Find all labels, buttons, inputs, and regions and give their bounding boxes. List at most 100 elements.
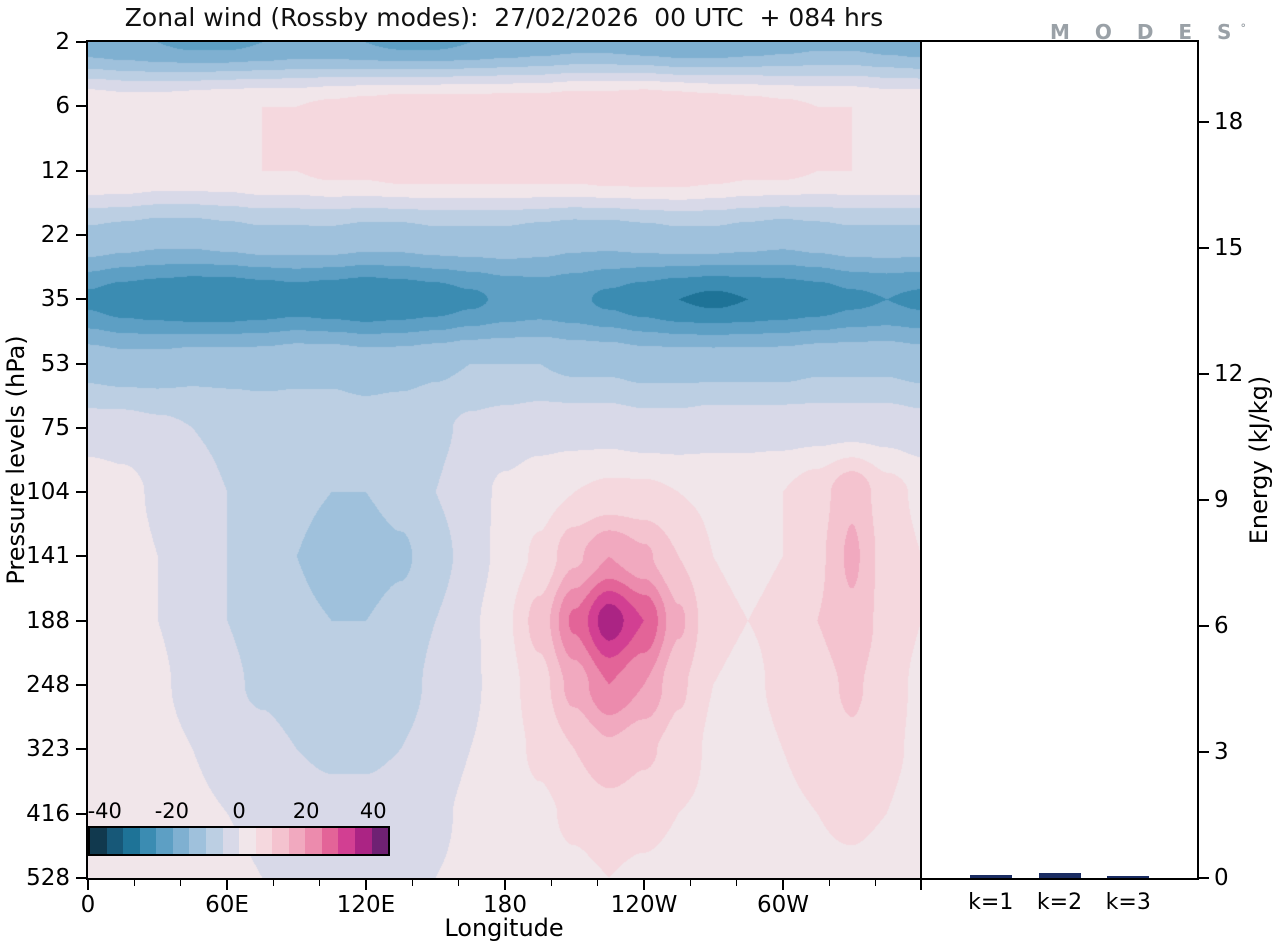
chart-title: Zonal wind (Rossby modes): 27/02/2026 00… [124, 3, 884, 32]
longitude-minor-tick [875, 880, 877, 886]
pressure-tick [76, 298, 86, 301]
longitude-tick [504, 880, 506, 890]
colorbar-segment [156, 828, 173, 854]
pressure-tick-label: 35 [40, 286, 70, 313]
energy-axis-title: Energy (kJ/kg) [1245, 375, 1273, 545]
longitude-tick [87, 880, 89, 890]
colorbar-tick-label: -40 [87, 799, 122, 823]
longitude-tick-label: 0 [80, 892, 96, 918]
modes-logo-text: M O D E S [1050, 20, 1241, 44]
longitude-tick-label: 60E [205, 892, 249, 918]
colorbar-segment [222, 828, 240, 854]
colorbar-segment [305, 828, 322, 854]
colorbar-segment [139, 828, 157, 854]
zonal-wind-contour-field [88, 42, 922, 878]
energy-tick-label: 9 [1214, 486, 1229, 513]
pressure-tick-label: 2 [55, 28, 70, 55]
modes-logo-degree-mark: ° [1240, 21, 1246, 35]
colorbar-segment [172, 828, 190, 854]
longitude-tick-label: 120W [610, 892, 678, 918]
pressure-tick [76, 169, 86, 172]
colorbar-tick-label: 0 [232, 799, 246, 823]
bar-category-label: k=1 [968, 890, 1014, 915]
energy-tick [1199, 624, 1209, 627]
longitude-minor-tick [180, 880, 182, 886]
energy-bar-panel-frame [920, 40, 1199, 880]
pressure-tick-label: 416 [26, 800, 70, 827]
colorbar-segment [355, 828, 372, 854]
modes-logo: M O D E S° [1050, 20, 1246, 44]
colorbar-segment [288, 828, 306, 854]
longitude-minor-tick [133, 880, 135, 886]
colorbar-segment [255, 828, 273, 854]
longitude-tick [782, 880, 784, 890]
colorbar-segment [205, 828, 223, 854]
energy-bar [969, 874, 1012, 878]
colorbar-tick-label: 40 [359, 799, 387, 823]
longitude-tick [365, 880, 367, 890]
pressure-tick-label: 188 [26, 607, 70, 634]
colorbar-segment [106, 828, 124, 854]
colorbar-segment [90, 828, 107, 854]
colorbar-swatches [88, 826, 390, 856]
longitude-minor-tick [689, 880, 691, 886]
pressure-tick [76, 877, 86, 879]
longitude-tick-label: 180 [483, 892, 527, 918]
colorbar-tick-label: -20 [154, 799, 190, 823]
colorbar-segment [371, 828, 389, 854]
energy-tick [1199, 246, 1209, 249]
longitude-axis-title: Longitude [444, 914, 564, 942]
longitude-tick [226, 880, 228, 890]
energy-tick [1199, 750, 1209, 753]
pressure-tick [76, 491, 86, 494]
energy-tick-label: 12 [1214, 360, 1244, 387]
pressure-tick-label: 104 [26, 479, 70, 506]
pressure-tick [76, 684, 86, 687]
pressure-tick [76, 233, 86, 236]
pressure-tick-label: 248 [26, 671, 70, 698]
pressure-tick-label: 53 [40, 350, 70, 377]
longitude-minor-tick [458, 880, 460, 886]
bar-category-label: k=2 [1036, 890, 1083, 915]
colorbar-segment [338, 828, 355, 854]
longitude-minor-tick [272, 880, 274, 886]
energy-tick-label: 3 [1214, 738, 1229, 765]
longitude-tick-label: 120E [336, 892, 396, 918]
energy-tick-label: 15 [1214, 234, 1244, 261]
colorbar-segment [123, 828, 140, 854]
longitude-tick [920, 880, 922, 890]
longitude-minor-tick [319, 880, 321, 886]
pressure-tick-label: 323 [26, 736, 70, 763]
energy-bar [1038, 872, 1081, 878]
energy-tick-label: 18 [1214, 108, 1244, 135]
pressure-tick-label: 528 [26, 864, 70, 891]
energy-tick-label: 6 [1214, 612, 1229, 639]
pressure-tick [76, 41, 86, 43]
pressure-tick [76, 105, 86, 108]
pressure-tick [76, 555, 86, 558]
energy-tick-label: 0 [1214, 864, 1229, 891]
longitude-minor-tick [828, 880, 830, 886]
energy-tick [1199, 498, 1209, 501]
energy-tick [1199, 120, 1209, 123]
pressure-tick-label: 22 [40, 221, 70, 248]
energy-tick [1199, 877, 1209, 879]
bar-category-label: k=3 [1105, 890, 1151, 915]
longitude-minor-tick [597, 880, 599, 886]
longitude-tick [643, 880, 645, 890]
pressure-tick-label: 12 [40, 157, 70, 184]
energy-tick [1199, 372, 1209, 375]
colorbar-segment [189, 828, 206, 854]
colorbar-tick-label: 20 [292, 799, 320, 823]
pressure-tick [76, 812, 86, 815]
colorbar-segment [321, 828, 339, 854]
longitude-tick-label: 60W [756, 892, 809, 918]
pressure-tick-label: 141 [26, 543, 70, 570]
longitude-minor-tick [411, 880, 413, 886]
pressure-tick [76, 362, 86, 365]
pressure-tick [76, 619, 86, 622]
pressure-tick [76, 748, 86, 751]
longitude-minor-tick [550, 880, 552, 886]
energy-bar [1107, 875, 1150, 878]
